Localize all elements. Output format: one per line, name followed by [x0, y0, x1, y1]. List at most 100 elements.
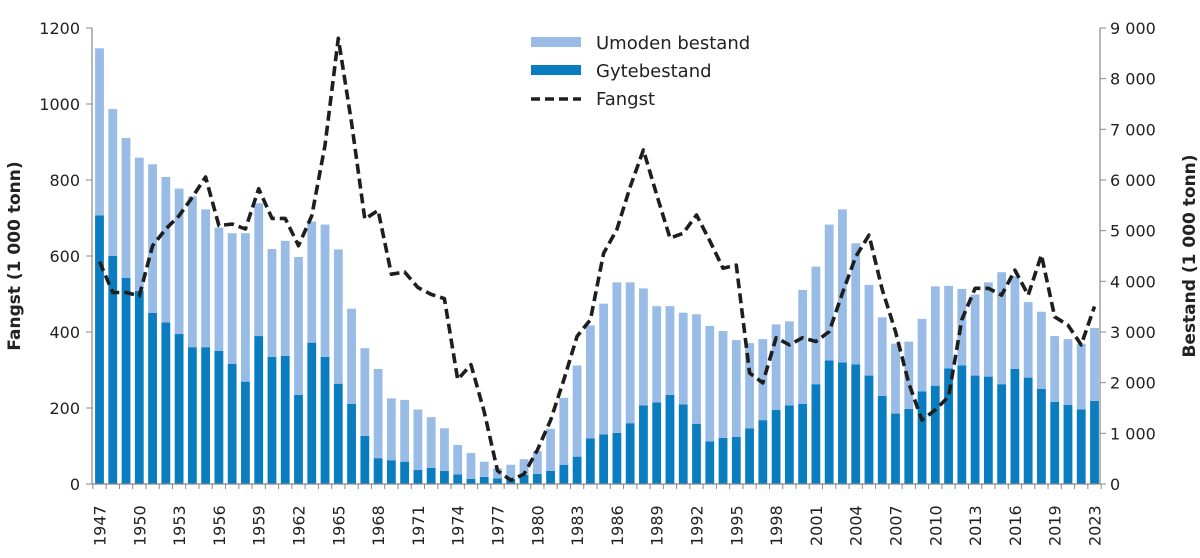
legend-label-gyte: Gytebestand [596, 61, 712, 82]
bars-layer [95, 48, 1099, 484]
legend-label-umoden: Umoden bestand [596, 33, 750, 54]
bar-umoden-1984 [585, 325, 595, 439]
bar-gytebestand-2013 [970, 375, 980, 484]
bar-gytebestand-2002 [824, 360, 834, 484]
bar-umoden-2023 [1090, 327, 1099, 401]
bar-umoden-1977 [493, 468, 502, 479]
y-right-tick-label: 7 000 [1110, 120, 1156, 139]
bar-gytebestand-1953 [174, 334, 184, 484]
bar-gytebestand-1960 [267, 356, 277, 484]
y-right-tick-label: 1 000 [1110, 424, 1156, 443]
bar-gytebestand-1993 [705, 441, 715, 484]
bar-gytebestand-1971 [413, 469, 423, 484]
y-axis-right-title: Bestand (1 000 tonn) [1180, 154, 1200, 357]
bar-umoden-2011 [944, 285, 953, 369]
x-tick-label: 2016 [1006, 505, 1025, 546]
y-right-tick-label: 9 000 [1110, 19, 1156, 38]
bar-umoden-1961 [280, 240, 290, 356]
y-left-tick-label: 200 [49, 399, 80, 418]
x-tick-label: 1950 [130, 505, 149, 546]
bar-gytebestand-1955 [201, 347, 211, 484]
bar-gytebestand-1977 [493, 478, 502, 484]
bar-umoden-1998 [771, 324, 781, 411]
bar-umoden-2005 [864, 284, 874, 376]
bar-gytebestand-1962 [294, 394, 303, 484]
bar-gytebestand-1967 [360, 435, 370, 484]
bar-gytebestand-1974 [453, 474, 463, 484]
legend-swatch-umoden [531, 37, 581, 47]
y-right-tick-label: 2 000 [1110, 374, 1156, 393]
bar-umoden-1976 [479, 461, 489, 477]
bar-umoden-2003 [838, 209, 847, 363]
bar-gytebestand-1963 [307, 342, 317, 484]
bar-gytebestand-1966 [347, 403, 356, 484]
bar-gytebestand-1992 [692, 423, 701, 484]
bar-umoden-1989 [652, 306, 662, 403]
bar-gytebestand-1954 [187, 347, 197, 484]
bar-gytebestand-1976 [479, 476, 489, 484]
y-left-tick-label: 800 [49, 171, 80, 190]
bar-umoden-1951 [148, 164, 157, 313]
x-tick-label: 2001 [807, 505, 826, 546]
fangst-line [97, 36, 1097, 483]
bar-umoden-1988 [639, 288, 648, 406]
bar-gytebestand-1981 [546, 470, 555, 484]
x-tick-label: 1998 [767, 505, 786, 546]
bar-umoden-1952 [161, 176, 171, 323]
bar-gytebestand-2016 [1010, 368, 1020, 484]
bar-umoden-1973 [440, 428, 449, 471]
bar-gytebestand-1996 [745, 428, 754, 484]
bar-umoden-1981 [546, 428, 555, 471]
bar-umoden-2006 [877, 317, 887, 396]
bar-umoden-1958 [241, 233, 250, 382]
bar-gytebestand-1998 [771, 410, 781, 484]
bar-gytebestand-1972 [426, 467, 436, 484]
y-right-tick-label: 3 000 [1110, 323, 1156, 342]
bar-umoden-1948 [108, 109, 118, 256]
bar-gytebestand-1988 [639, 405, 648, 484]
bar-umoden-1959 [254, 203, 264, 337]
bar-umoden-2014 [983, 282, 993, 377]
bar-gytebestand-2011 [944, 368, 953, 484]
bar-umoden-2016 [1010, 276, 1020, 369]
y-right-tick-label: 6 000 [1110, 171, 1156, 190]
bar-gytebestand-1950 [134, 290, 144, 484]
bar-gytebestand-1970 [400, 461, 410, 484]
bar-gytebestand-1965 [333, 383, 343, 484]
legend-swatch-gyte [531, 65, 581, 75]
x-tick-label: 2013 [966, 505, 985, 546]
x-tick-label: 2019 [1046, 505, 1065, 546]
bar-gytebestand-2018 [1037, 388, 1046, 484]
bar-umoden-1994 [718, 330, 728, 438]
bar-gytebestand-1985 [599, 434, 609, 484]
x-tick-label: 1947 [91, 505, 110, 546]
x-tick-label: 2010 [926, 505, 945, 546]
bar-gytebestand-2003 [838, 362, 847, 484]
bar-gytebestand-1964 [320, 356, 330, 484]
bar-umoden-1956 [214, 227, 224, 351]
bar-gytebestand-1997 [758, 420, 768, 484]
x-tick-label: 1968 [369, 505, 388, 546]
bar-umoden-2008 [904, 341, 914, 410]
bar-umoden-1972 [426, 417, 436, 468]
bar-gytebestand-2020 [1063, 404, 1073, 484]
bar-gytebestand-2015 [997, 384, 1007, 484]
bar-gytebestand-1982 [559, 464, 569, 484]
legend: Umoden bestand Gytebestand Fangst [531, 33, 750, 110]
bar-gytebestand-1961 [280, 355, 290, 484]
x-tick-label: 1962 [290, 505, 309, 546]
bar-umoden-2001 [811, 266, 821, 385]
bar-gytebestand-1951 [148, 312, 157, 484]
y-right-tick-label: 4 000 [1110, 272, 1156, 291]
bar-umoden-2007 [891, 343, 900, 414]
bar-umoden-2009 [917, 318, 927, 392]
x-tick-label: 1956 [210, 505, 229, 546]
y-axis-left-title: Fangst (1 000 tonn) [5, 161, 25, 350]
bar-gytebestand-1986 [612, 432, 622, 484]
x-tick-label: 1983 [568, 505, 587, 546]
bar-gytebestand-2023 [1090, 400, 1099, 484]
bar-umoden-1960 [267, 248, 277, 357]
bar-gytebestand-2019 [1050, 401, 1060, 484]
bar-gytebestand-1979 [519, 474, 529, 484]
